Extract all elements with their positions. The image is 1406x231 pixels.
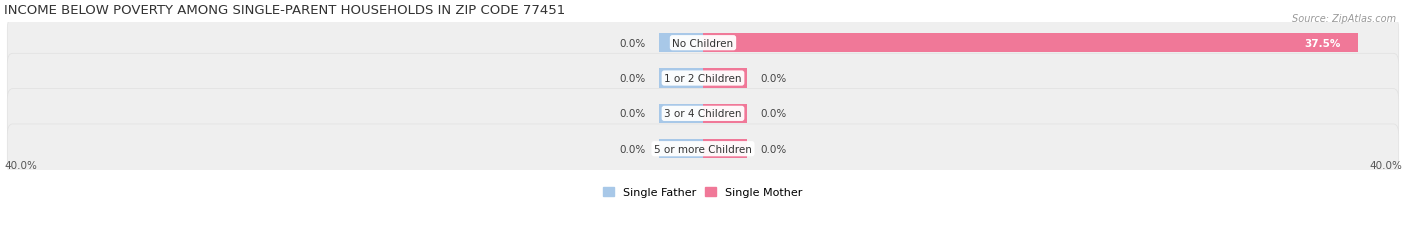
Text: 0.0%: 0.0% bbox=[761, 144, 787, 154]
Text: INCOME BELOW POVERTY AMONG SINGLE-PARENT HOUSEHOLDS IN ZIP CODE 77451: INCOME BELOW POVERTY AMONG SINGLE-PARENT… bbox=[4, 4, 565, 17]
Text: 5 or more Children: 5 or more Children bbox=[654, 144, 752, 154]
Bar bbox=[659, 104, 703, 124]
Bar bbox=[703, 34, 1358, 53]
Text: 3 or 4 Children: 3 or 4 Children bbox=[664, 109, 742, 119]
Text: 0.0%: 0.0% bbox=[619, 109, 645, 119]
Text: 40.0%: 40.0% bbox=[1369, 160, 1402, 170]
Bar bbox=[703, 139, 747, 159]
FancyBboxPatch shape bbox=[7, 19, 1399, 68]
Bar bbox=[659, 69, 703, 88]
Text: 37.5%: 37.5% bbox=[1305, 39, 1341, 49]
Legend: Single Father, Single Mother: Single Father, Single Mother bbox=[603, 187, 803, 197]
Text: 0.0%: 0.0% bbox=[619, 74, 645, 84]
Text: Source: ZipAtlas.com: Source: ZipAtlas.com bbox=[1292, 14, 1396, 24]
Text: No Children: No Children bbox=[672, 39, 734, 49]
Text: 0.0%: 0.0% bbox=[761, 74, 787, 84]
Text: 0.0%: 0.0% bbox=[619, 144, 645, 154]
FancyBboxPatch shape bbox=[7, 89, 1399, 139]
Bar bbox=[703, 69, 747, 88]
Text: 40.0%: 40.0% bbox=[4, 160, 37, 170]
FancyBboxPatch shape bbox=[7, 125, 1399, 174]
Text: 0.0%: 0.0% bbox=[761, 109, 787, 119]
Bar bbox=[659, 139, 703, 159]
Bar bbox=[659, 34, 703, 53]
Text: 0.0%: 0.0% bbox=[619, 39, 645, 49]
FancyBboxPatch shape bbox=[7, 54, 1399, 103]
Bar bbox=[703, 104, 747, 124]
Text: 1 or 2 Children: 1 or 2 Children bbox=[664, 74, 742, 84]
